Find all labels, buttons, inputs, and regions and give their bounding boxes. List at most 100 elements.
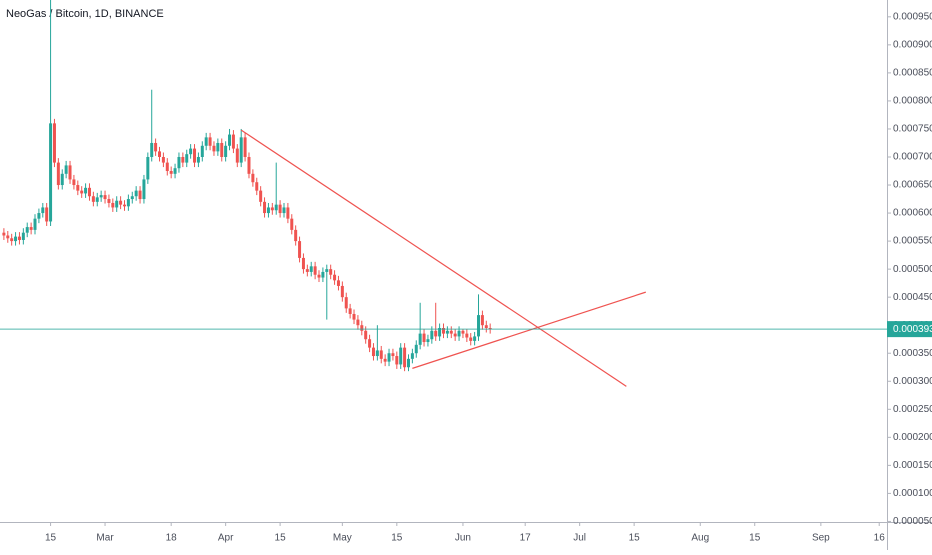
candle-body [263,201,267,214]
y-tick-label: 0.000150 [893,460,932,471]
candle-body [278,204,282,214]
candle-body [329,269,333,275]
candle-body [336,280,340,286]
x-tick-label: Mar [96,533,114,544]
candle-body [103,195,107,200]
candle-body [301,257,305,270]
candle-body [247,156,251,174]
trend-line [240,129,627,387]
candle-body [185,154,189,163]
candle-body [107,199,111,203]
candle-body [193,148,197,163]
x-tick-label: Sep [812,533,830,544]
candle-body [395,356,399,365]
x-tick-label: 17 [520,533,532,544]
candle-body [383,358,387,362]
candle-body [259,190,263,202]
candle-body [212,145,216,152]
x-tick-label: Jul [573,533,586,544]
candle-body [442,328,445,334]
candle-body [422,333,426,343]
candle-body [68,165,72,180]
candle-body [418,333,422,345]
x-tick-label: Aug [691,533,709,544]
y-tick-label: 0.000650 [893,180,932,191]
candle-body [477,315,481,337]
candle-body [33,218,37,230]
candle-body [309,266,313,272]
candle-body [414,344,418,354]
y-tick-label: 0.000600 [893,208,932,219]
candle-body [438,328,442,337]
x-tick-label: 15 [391,533,403,544]
candle-body [406,358,410,368]
candle-body [266,207,270,214]
y-tick-label: 0.000350 [893,348,932,359]
candle-body [130,196,134,200]
candle-body [290,218,294,230]
candle-body [228,134,232,146]
candle-body [119,200,123,205]
candle-body [243,137,247,157]
candle-body [10,238,14,242]
x-tick-label: 18 [166,533,178,544]
y-tick-label: 0.000500 [893,264,932,275]
candle-body [177,156,181,169]
candle-body [142,179,146,200]
candle-body [305,269,309,272]
candle-body [251,173,255,183]
candle-body [294,229,298,242]
candle-body [235,148,239,163]
candle-body [56,162,60,186]
candle-body [368,339,372,348]
candle-body [348,308,352,314]
x-tick-label: 16 [874,533,886,544]
y-tick-label: 0.000450 [893,292,932,303]
chart-title: NeoGas / Bitcoin, 1D, BINANCE [6,8,164,20]
candle-body [21,232,25,240]
candle-body [154,142,158,152]
y-tick-label: 0.000850 [893,68,932,79]
candle-body [325,269,329,272]
candle-body [87,187,91,197]
candle-body [270,207,274,211]
candle-body [473,336,477,341]
candle-body [387,353,391,362]
candle-body [465,333,469,338]
candle-body [403,347,407,368]
candle-body [95,197,99,202]
candle-body [60,173,64,186]
y-tick-label: 0.000550 [893,236,932,247]
candle-body [231,134,235,149]
candle-body [111,202,115,208]
candle-body [430,330,434,340]
candle-body [298,241,302,258]
x-tick-label: 15 [629,533,641,544]
candle-body [449,330,453,334]
last-price-label: 0.000393 [893,324,932,335]
x-tick-label: Jun [455,533,471,544]
candle-body [340,285,344,298]
candle-body [434,330,438,337]
candle-body [313,266,317,275]
last-price-box [887,321,932,338]
y-tick-label: 0.000700 [893,152,932,163]
candle-body [138,190,142,200]
candle-body [2,232,6,236]
candle-body [484,325,488,329]
candle-body [64,165,68,174]
candle-body [321,271,325,278]
candle-body [255,182,259,191]
candle-body [196,156,200,163]
candle-body [14,236,18,242]
candle-body [220,142,224,157]
candle-body [204,137,208,146]
candle-body [115,200,119,208]
candle-body [379,350,383,359]
y-tick-label: 0.000800 [893,96,932,107]
y-tick-label: 0.000750 [893,124,932,135]
candle-body [391,353,395,357]
candle-body [410,353,414,359]
candle-body [6,235,10,239]
